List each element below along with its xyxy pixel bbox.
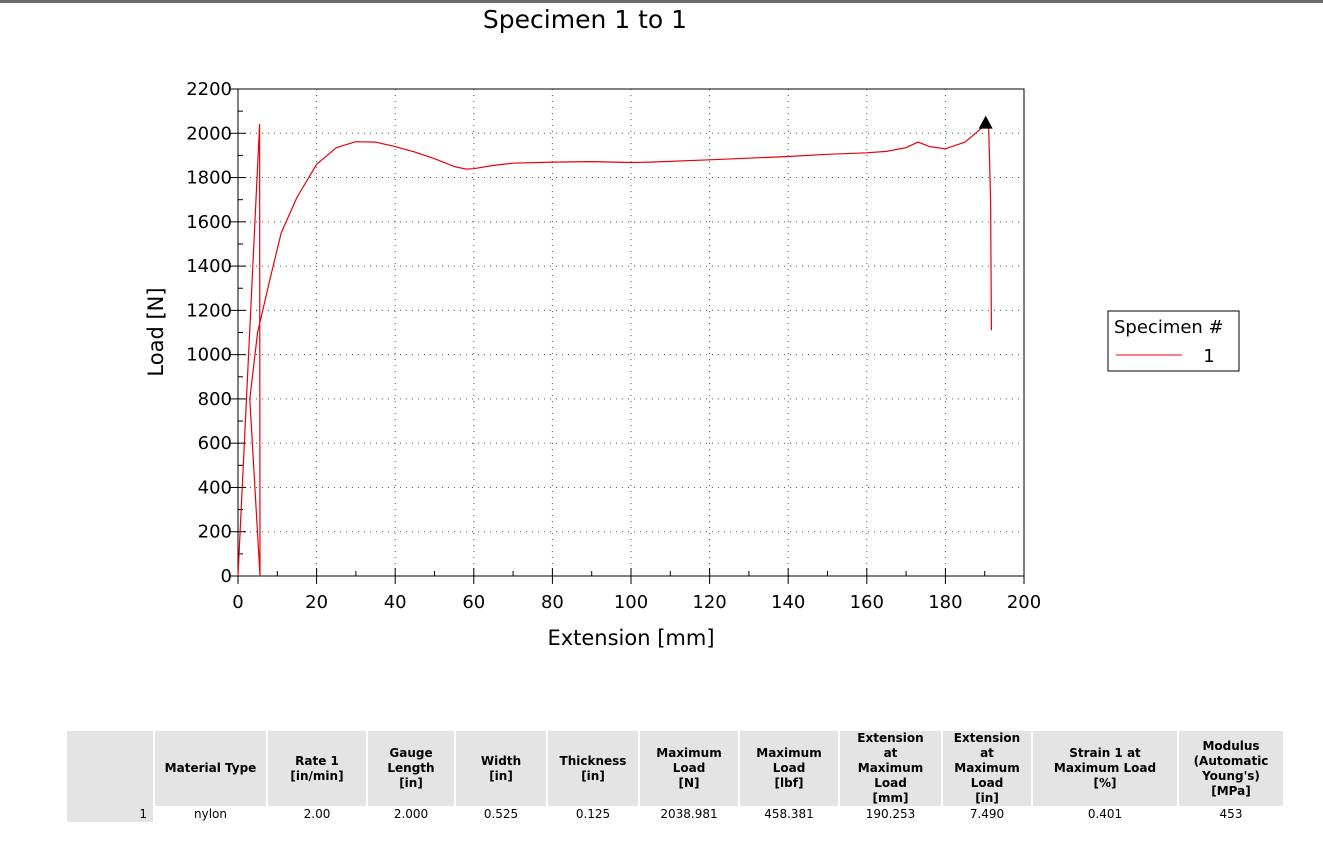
y-tick-label: 1600 xyxy=(186,212,232,233)
table-header-line: (Automatic xyxy=(1193,753,1269,768)
table-header-line: Rate 1 xyxy=(295,753,339,768)
axis-ticks: 0 20 40 60 80 100 120 140 160 180 2000200400600800… xyxy=(186,79,1041,613)
legend-title: Specimen # xyxy=(1114,317,1224,338)
table-header-cell: Maximum Load [N] xyxy=(640,731,738,806)
x-tick-label: 140 xyxy=(771,592,805,613)
table-header-line: Material Type xyxy=(164,761,257,775)
x-tick-label: 200 xyxy=(1007,592,1041,613)
table-header-cell: Extension at Maximum Load [in] xyxy=(943,731,1031,806)
table-header-line: at xyxy=(883,746,898,760)
series-layer xyxy=(237,115,993,577)
x-tick-label: 60 xyxy=(462,592,485,613)
table-header-line: [%] xyxy=(1093,776,1117,790)
x-tick-label: 180 xyxy=(928,592,962,613)
table-header-cell: Strain 1 at Maximum Load [%] xyxy=(1033,731,1177,806)
y-tick-label: 1400 xyxy=(186,256,232,277)
table-header-line: Width xyxy=(480,753,522,768)
x-tick-label: 0 xyxy=(232,592,243,613)
y-tick-label: 1200 xyxy=(186,300,232,321)
table-header-line: Extension xyxy=(953,731,1021,745)
table-header-line: [in] xyxy=(489,768,513,783)
table-cell: 0.125 xyxy=(575,807,611,821)
y-tick-label: 600 xyxy=(198,433,232,454)
x-axis-label: Extension [mm] xyxy=(547,626,714,650)
table-header-line: Maximum xyxy=(656,746,722,760)
table-header-cell: Material Type xyxy=(155,731,266,806)
table-header-line: [in/min] xyxy=(290,768,344,783)
table-header-line: Thickness xyxy=(559,753,627,768)
table-header-line: Maximum xyxy=(756,746,822,760)
table-header-line: [mm] xyxy=(872,791,909,805)
table-header-line: Young's) xyxy=(1202,768,1260,783)
table-cell: 458.381 xyxy=(764,807,814,821)
legend-box xyxy=(1107,310,1240,372)
load-extension-chart: Specimen 1 to 1 0 20 40 60 80 100 120 140 160 180… xyxy=(144,5,1240,650)
table-header-line: Load xyxy=(672,761,706,775)
table-header-cell: Thickness [in] xyxy=(548,731,638,806)
legend-entry-label: 1 xyxy=(1203,346,1214,367)
table-header-line: Load xyxy=(874,776,907,790)
table-header-cell: Extension at Maximum Load [mm] xyxy=(840,731,941,806)
table-header-line: Strain 1 at xyxy=(1069,746,1141,760)
table-header-line: Extension xyxy=(857,731,924,745)
table-cell: 0.401 xyxy=(1087,807,1123,821)
series-line-specimen-1 xyxy=(237,123,993,577)
table-header-line: [in] xyxy=(399,776,423,790)
table-cell: 0.525 xyxy=(483,807,519,821)
table-row: 1 nylon 2.00 2.000 0.525 0.125 2038.981 458.381… xyxy=(67,806,1283,822)
top-rule xyxy=(0,0,1323,3)
y-tick-label: 1000 xyxy=(186,345,232,366)
table-header-cell: Rate 1 [in/min] xyxy=(268,731,366,806)
table-header-line: [lbf] xyxy=(774,776,804,790)
table-cell: 453 xyxy=(1219,807,1243,821)
table-header-cell: Width [in] xyxy=(456,731,546,806)
table-header-line: Load xyxy=(772,761,806,775)
table-cell: 7.490 xyxy=(969,807,1005,821)
x-tick-label: 100 xyxy=(614,592,648,613)
table-header-line: Load xyxy=(970,776,1004,790)
y-tick-label: 200 xyxy=(198,522,232,543)
x-tick-label: 160 xyxy=(850,592,884,613)
table-header-cell xyxy=(67,731,153,806)
y-axis-label: Load [N] xyxy=(144,287,168,376)
grid-lines xyxy=(238,89,1024,576)
x-tick-label: 80 xyxy=(541,592,564,613)
x-tick-label: 120 xyxy=(692,592,726,613)
y-tick-label: 800 xyxy=(198,389,232,410)
table-header-cell: Maximum Load [lbf] xyxy=(740,731,838,806)
table-header-line: [N] xyxy=(678,776,700,790)
table-header-line: Maximum Load xyxy=(1053,761,1157,775)
y-tick-label: 2200 xyxy=(186,79,232,100)
table-header-line: [in] xyxy=(975,791,999,805)
table-cell: 2038.981 xyxy=(660,807,718,821)
table-header-line: Maximum xyxy=(954,761,1020,775)
results-table: Material Type Rate 1 [in/min] Gauge Length [i… xyxy=(65,731,1285,822)
y-tick-label: 400 xyxy=(198,477,232,498)
table-header-cell: Gauge Length [in] xyxy=(368,731,454,806)
table-cell: 2.00 xyxy=(303,807,331,821)
y-tick-label: 2000 xyxy=(186,123,232,144)
table-header-line: Maximum xyxy=(857,761,924,775)
table-cell: 190.253 xyxy=(865,807,916,821)
chart-title: Specimen 1 to 1 xyxy=(483,5,687,34)
results-header-row: Material Type Rate 1 [in/min] Gauge Length [i… xyxy=(67,731,1283,806)
table-header-line: [in] xyxy=(581,768,605,783)
table-cell: 2.000 xyxy=(393,807,429,821)
table-header-line: at xyxy=(980,746,994,760)
y-tick-label: 1800 xyxy=(186,168,232,189)
table-header-line: [MPa] xyxy=(1211,783,1251,798)
y-tick-label: 0 xyxy=(221,566,232,587)
table-header-line: Gauge xyxy=(389,746,433,760)
table-header-cell: Modulus (Automatic Young's) [MPa] xyxy=(1179,731,1283,806)
table-cell: nylon xyxy=(194,807,227,821)
table-header-line: Length xyxy=(387,761,435,775)
legend: Specimen # 1 xyxy=(1107,310,1240,372)
results-body: 1 nylon 2.00 2.000 0.525 0.125 2038.981 458.381… xyxy=(67,806,1283,822)
x-tick-label: 40 xyxy=(384,592,407,613)
row-index-cell: 1 xyxy=(67,806,153,822)
table-header-line: Modulus xyxy=(1202,738,1260,753)
x-tick-label: 20 xyxy=(305,592,328,613)
max-load-marker-triangle xyxy=(978,115,993,129)
